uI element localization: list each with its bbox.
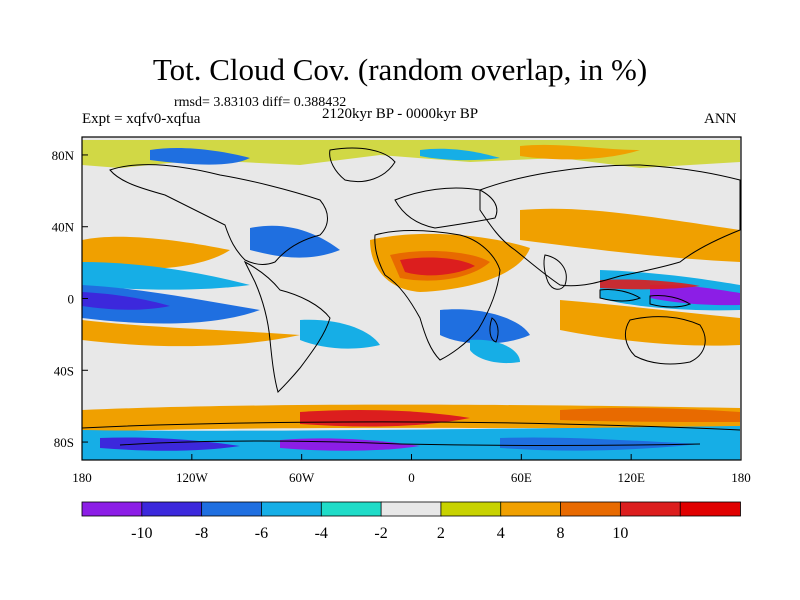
colorbar-label: 2 xyxy=(437,525,445,542)
lon-tick-label: 180 xyxy=(72,470,92,485)
colorbar-swatch xyxy=(81,501,143,517)
lat-tick-label: 0 xyxy=(68,292,75,307)
axis-tick-labels: 180 120W 60W 0 60E 120E 180 80N 40N 0 40S 80S xyxy=(52,148,751,485)
colorbar-swatch xyxy=(500,501,562,517)
lon-tick-label: 120E xyxy=(617,470,645,485)
colorbar-swatch xyxy=(261,501,323,517)
lon-tick-label: 180 xyxy=(731,470,751,485)
lon-tick-label: 120W xyxy=(176,470,209,485)
colorbar-swatch xyxy=(560,501,622,517)
colorbar-label: 10 xyxy=(612,525,628,542)
lat-tick-label: 80S xyxy=(54,435,74,450)
axis-ticks xyxy=(81,154,742,460)
lat-tick-label: 80N xyxy=(52,148,75,163)
lon-tick-label: 60W xyxy=(289,470,315,485)
lat-tick-label: 40S xyxy=(54,363,74,378)
lat-tick-label: 40N xyxy=(52,220,75,235)
anomaly-field xyxy=(82,140,740,460)
colorbar-label: -8 xyxy=(195,525,208,542)
colorbar-swatch xyxy=(141,501,203,517)
stats-line: rmsd= 3.83103 diff= 0.388432 xyxy=(174,95,347,110)
colorbar-swatch xyxy=(380,501,442,517)
colorbar-label: 8 xyxy=(557,525,565,542)
colorbar-label: 4 xyxy=(497,525,505,542)
coastlines xyxy=(82,147,741,446)
colorbar-swatch xyxy=(320,501,382,517)
lon-tick-label: 60E xyxy=(511,470,532,485)
colorbar-label: -6 xyxy=(255,525,268,542)
colorbar-label: -4 xyxy=(315,525,328,542)
colorbar-swatch xyxy=(619,501,682,517)
colorbar: -10 -8 -6 -4 -2 2 4 8 10 xyxy=(81,501,741,542)
period-label: 2120kyr BP - 0000kyr BP xyxy=(322,106,479,122)
colorbar-swatch xyxy=(679,501,741,517)
colorbar-swatch xyxy=(201,501,263,517)
colorbar-label: -10 xyxy=(131,525,152,542)
experiment-label: Expt = xqfv0-xqfua xyxy=(82,111,201,127)
colorbar-swatch xyxy=(440,501,502,517)
plot-title: Tot. Cloud Cov. (random overlap, in %) xyxy=(152,52,648,87)
lon-tick-label: 0 xyxy=(408,470,415,485)
colorbar-label: -2 xyxy=(374,525,387,542)
season-label: ANN xyxy=(704,111,737,127)
